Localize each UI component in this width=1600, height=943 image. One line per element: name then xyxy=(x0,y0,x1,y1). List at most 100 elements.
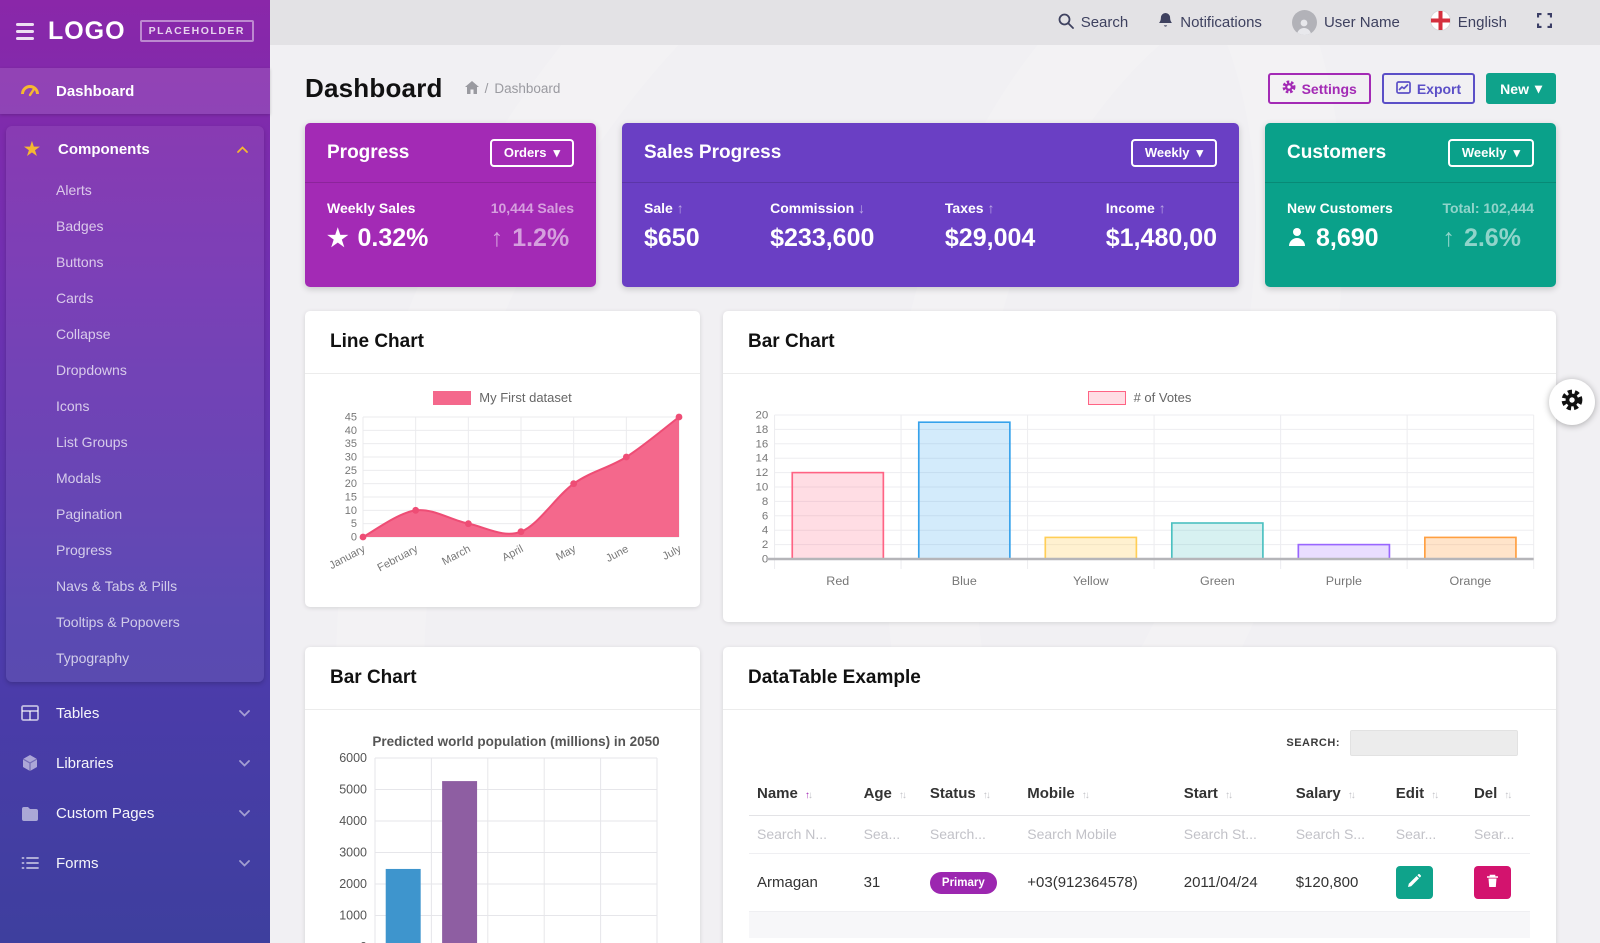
column-header-del[interactable]: Del ↑↓ xyxy=(1465,772,1530,816)
svg-text:18: 18 xyxy=(756,424,769,436)
svg-text:Yellow: Yellow xyxy=(1073,574,1109,588)
population-chart-card: Bar Chart Predicted world population (mi… xyxy=(305,647,700,943)
sort-arrows-icon: ↑↓ xyxy=(804,790,813,801)
cell-salary: $120,800 xyxy=(1287,853,1388,912)
language-menu[interactable]: English xyxy=(1429,10,1507,35)
caret-down-icon: ▾ xyxy=(553,144,560,160)
svg-text:March: March xyxy=(440,543,473,568)
filter-input-mobile[interactable] xyxy=(1027,826,1161,842)
stat-label: 10,444 Sales xyxy=(490,200,574,216)
export-button[interactable]: Export xyxy=(1381,73,1476,104)
theme-settings-button[interactable] xyxy=(1549,379,1595,425)
sidebar-subitem-modals[interactable]: Modals xyxy=(56,470,102,486)
filter-input-start[interactable] xyxy=(1183,826,1275,842)
svg-text:0: 0 xyxy=(351,532,357,544)
england-flag-icon xyxy=(1429,10,1451,35)
star-icon: ★ xyxy=(327,224,349,252)
settings-button[interactable]: Settings xyxy=(1267,73,1371,104)
filter-input-edit[interactable] xyxy=(1395,826,1455,842)
filter-input-status[interactable] xyxy=(929,826,1008,842)
svg-text:30: 30 xyxy=(345,452,357,464)
panel-title: Bar Chart xyxy=(305,647,700,710)
svg-text:4000: 4000 xyxy=(339,814,367,828)
delete-button[interactable] xyxy=(1473,866,1511,899)
filter-input-age[interactable] xyxy=(863,826,912,842)
card-title: Progress xyxy=(327,141,410,163)
sidebar-item-forms[interactable]: Forms xyxy=(0,838,270,888)
column-header-status[interactable]: Status ↑↓ xyxy=(921,772,1020,816)
topbar: Search Notifications User Name English xyxy=(270,0,1600,45)
fullscreen-button[interactable] xyxy=(1536,12,1553,32)
stat-value: 8,690 xyxy=(1316,224,1379,252)
sidebar-subitem-typography[interactable]: Typography xyxy=(56,650,130,666)
column-header-mobile[interactable]: Mobile ↑↓ xyxy=(1019,772,1176,816)
column-header-start[interactable]: Start ↑↓ xyxy=(1175,772,1288,816)
stat-value: 0.32% xyxy=(357,224,429,252)
table-row: Armagan 31 Primary +03(912364578) 2011/04/24… xyxy=(749,853,1530,912)
sidebar-subitem-badges[interactable]: Badges xyxy=(56,218,104,234)
sidebar-subitem-tooltips-popovers[interactable]: Tooltips & Popovers xyxy=(56,614,180,630)
trash-icon xyxy=(1486,874,1499,891)
edit-button[interactable] xyxy=(1395,866,1433,899)
pencil-icon xyxy=(1407,874,1422,891)
orders-dropdown[interactable]: Orders ▾ xyxy=(489,138,574,167)
sidebar-subitem-cards[interactable]: Cards xyxy=(56,290,94,306)
column-header-age[interactable]: Age ↑↓ xyxy=(855,772,922,816)
svg-text:35: 35 xyxy=(345,438,357,450)
column-header-name[interactable]: Name ↑↓ xyxy=(749,772,856,816)
sidebar-subitem-progress[interactable]: Progress xyxy=(56,542,113,558)
stat-label: Income xyxy=(1105,200,1155,216)
column-header-salary[interactable]: Salary ↑↓ xyxy=(1287,772,1388,816)
logo-badge: PLACEHOLDER xyxy=(139,20,254,42)
sidebar-subitem-navs-tabs-pills[interactable]: Navs & Tabs & Pills xyxy=(56,578,178,594)
weekly-dropdown[interactable]: Weekly ▾ xyxy=(1130,138,1217,167)
column-header-edit[interactable]: Edit ↑↓ xyxy=(1387,772,1466,816)
sidebar-subitem-pagination[interactable]: Pagination xyxy=(56,506,123,522)
user-menu[interactable]: User Name xyxy=(1291,10,1400,35)
sort-arrows-icon: ↑↓ xyxy=(1504,790,1512,801)
card-title: Sales Progress xyxy=(644,141,782,163)
cell-age: 31 xyxy=(855,853,922,912)
person-icon xyxy=(1287,224,1307,253)
home-icon[interactable] xyxy=(464,80,479,97)
chevron-up-icon xyxy=(237,145,248,153)
sidebar-item-components[interactable]: ★ Components xyxy=(6,126,264,172)
svg-text:6: 6 xyxy=(762,510,768,522)
svg-text:8: 8 xyxy=(762,496,768,508)
sidebar-item-custom-pages[interactable]: Custom Pages xyxy=(0,788,270,838)
sidebar-subitem-collapse[interactable]: Collapse xyxy=(56,326,111,342)
notifications-button[interactable]: Notifications xyxy=(1158,12,1262,33)
page-title: Dashboard xyxy=(305,73,443,103)
filter-input-name[interactable] xyxy=(757,826,844,842)
sidebar-item-libraries[interactable]: Libraries xyxy=(0,738,270,788)
svg-text:February: February xyxy=(376,543,421,574)
svg-text:0: 0 xyxy=(360,940,367,943)
filter-input-del[interactable] xyxy=(1473,826,1520,842)
sidebar-subitem-buttons[interactable]: Buttons xyxy=(56,254,104,270)
panel-title: Bar Chart xyxy=(723,311,1556,374)
datatable-search-input[interactable] xyxy=(1350,730,1518,756)
sidebar-subitem-alerts[interactable]: Alerts xyxy=(56,182,92,198)
svg-text:June: June xyxy=(604,543,631,565)
svg-text:2000: 2000 xyxy=(339,877,367,891)
sidebar-subitem-dropdowns[interactable]: Dropdowns xyxy=(56,362,127,378)
sidebar-item-dashboard[interactable]: Dashboard xyxy=(0,68,270,114)
breadcrumb: / Dashboard xyxy=(464,80,560,97)
fullscreen-icon xyxy=(1536,12,1553,32)
sort-arrows-icon: ↑↓ xyxy=(898,790,907,801)
sidebar-item-tables[interactable]: Tables xyxy=(0,688,270,738)
cell-name: Armagan xyxy=(749,853,856,912)
new-button[interactable]: New ▾ xyxy=(1486,73,1556,104)
search-button[interactable]: Search xyxy=(1058,13,1128,33)
menu-toggle-icon[interactable] xyxy=(16,22,34,40)
filter-input-salary[interactable] xyxy=(1295,826,1376,842)
svg-text:Orange: Orange xyxy=(1450,574,1492,588)
sidebar-subitem-icons[interactable]: Icons xyxy=(56,398,90,414)
cell-start: 2011/04/24 xyxy=(1175,853,1288,912)
sidebar-item-label: Components xyxy=(58,140,150,158)
settings-label: Settings xyxy=(1301,80,1357,97)
stat-value: $29,004 xyxy=(944,224,1036,252)
sidebar-subitem-list-groups[interactable]: List Groups xyxy=(56,434,128,450)
weekly-dropdown[interactable]: Weekly ▾ xyxy=(1447,138,1534,167)
